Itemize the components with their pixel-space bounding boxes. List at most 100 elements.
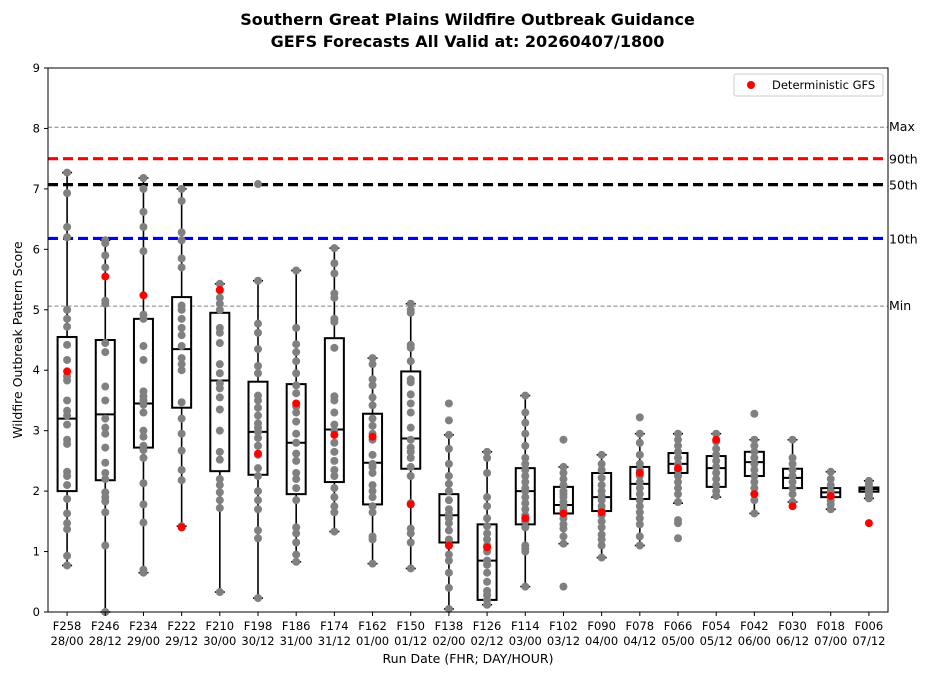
member-point	[368, 354, 377, 363]
member-point	[826, 467, 835, 476]
member-point	[635, 508, 644, 517]
member-point	[788, 490, 797, 499]
member-point	[483, 560, 492, 569]
member-point	[521, 523, 530, 532]
x-tick-label-fhr: F210	[206, 619, 235, 633]
member-point	[406, 308, 415, 317]
member-point	[177, 228, 186, 237]
member-point	[750, 465, 759, 474]
reference-label-min: Min	[889, 298, 911, 313]
x-tick-label-fhr: F054	[702, 619, 731, 633]
member-point	[406, 378, 415, 387]
member-point	[254, 487, 262, 496]
member-point	[215, 455, 224, 464]
chart-title: Southern Great Plains Wildfire Outbreak …	[240, 10, 695, 51]
member-point	[788, 472, 797, 480]
member-point	[215, 426, 224, 435]
x-tick-label-fhr: F018	[816, 619, 845, 633]
member-point	[139, 222, 148, 231]
member-point	[674, 478, 682, 487]
member-point	[750, 447, 759, 456]
member-point	[635, 502, 644, 511]
member-point	[63, 189, 72, 198]
member-point	[368, 421, 377, 430]
member-point	[292, 456, 301, 465]
member-point	[254, 396, 262, 405]
x-tick-label-date: 01/00	[356, 634, 389, 648]
member-point	[254, 433, 262, 442]
deterministic-point	[254, 449, 262, 458]
deterministic-point	[215, 285, 224, 294]
member-point	[292, 438, 301, 447]
member-point	[521, 499, 530, 508]
member-point	[521, 441, 530, 450]
member-point	[635, 532, 644, 541]
member-point	[292, 369, 301, 378]
member-point	[483, 577, 492, 586]
member-point	[444, 568, 453, 577]
x-tick-label-date: 05/00	[661, 634, 694, 648]
member-point	[674, 519, 682, 528]
member-point	[521, 429, 530, 438]
member-point	[177, 476, 186, 485]
reference-label-90th: 90th	[889, 152, 918, 167]
member-point	[406, 357, 415, 366]
member-point	[254, 472, 262, 480]
member-point	[712, 429, 721, 438]
member-point	[712, 450, 721, 459]
member-point	[292, 475, 301, 484]
member-point	[559, 475, 568, 484]
member-point	[559, 481, 568, 490]
member-point	[139, 174, 148, 183]
member-point	[215, 488, 224, 497]
x-tick-label-date: 07/12	[852, 634, 885, 648]
member-point	[330, 293, 339, 302]
x-tick-label-fhr: F114	[511, 619, 540, 633]
member-point	[864, 494, 873, 503]
deterministic-point	[292, 399, 301, 408]
member-point	[750, 435, 759, 444]
member-point	[63, 472, 72, 480]
member-point	[750, 509, 759, 518]
member-point	[330, 484, 339, 493]
member-point	[750, 409, 759, 418]
member-point	[63, 509, 72, 518]
member-point	[139, 207, 148, 216]
member-point	[330, 472, 339, 480]
member-point	[254, 276, 262, 285]
member-point	[254, 403, 262, 412]
member-point	[292, 357, 301, 366]
member-point	[292, 323, 301, 332]
member-point	[444, 487, 453, 496]
member-point	[254, 369, 262, 378]
x-tick-label-date: 04/00	[585, 634, 618, 648]
legend-label: Deterministic GFS	[772, 78, 875, 92]
member-point	[597, 465, 606, 474]
deterministic-point	[330, 430, 339, 439]
plot-frame	[47, 67, 889, 613]
member-point	[177, 314, 186, 323]
member-point	[483, 535, 492, 544]
member-point	[406, 529, 415, 538]
member-point	[521, 418, 530, 427]
member-point	[330, 456, 339, 465]
x-tick-label-date: 03/12	[547, 634, 580, 648]
member-point	[444, 399, 453, 408]
member-point	[215, 279, 224, 288]
x-tick-label-fhr: F042	[740, 619, 769, 633]
member-point	[444, 604, 453, 613]
deterministic-point	[444, 541, 453, 550]
member-point	[330, 508, 339, 517]
x-tick-label-date: 28/12	[89, 634, 122, 648]
member-point	[826, 505, 835, 514]
member-point	[368, 508, 377, 517]
member-point	[177, 331, 186, 340]
member-point	[101, 475, 110, 484]
member-point	[559, 524, 568, 533]
x-tick-label-date: 03/00	[509, 634, 542, 648]
member-point	[597, 541, 606, 550]
member-point	[177, 360, 186, 369]
member-point	[406, 343, 415, 352]
member-point	[63, 233, 72, 242]
member-point	[521, 459, 530, 468]
